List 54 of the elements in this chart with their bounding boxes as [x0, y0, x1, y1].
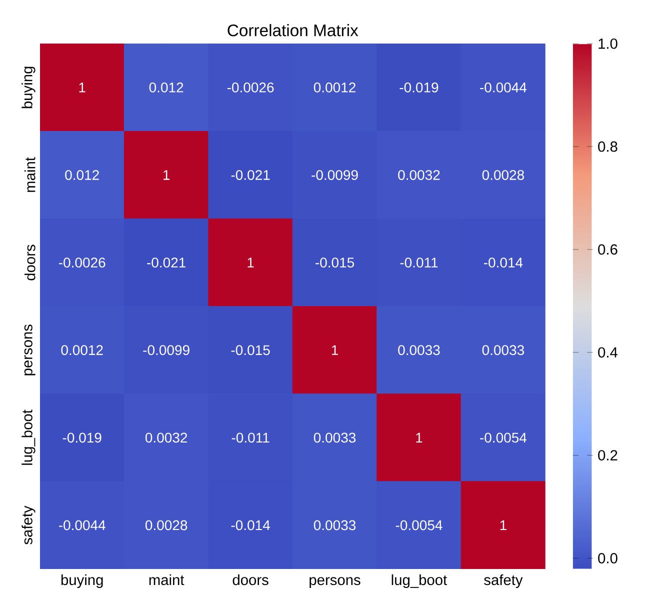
data-label: 0.012: [65, 170, 99, 180]
data-label: -0.0026: [227, 82, 274, 92]
x-tick-label: lug_boot: [392, 574, 448, 588]
data-label: 0.0028: [145, 520, 188, 530]
data-label: 0.0032: [145, 432, 188, 443]
data-label: 0.0033: [482, 345, 524, 356]
y-tick-label: persons: [24, 324, 36, 376]
color-bar-label: 0.2: [598, 450, 618, 460]
data-label: -0.0044: [59, 520, 106, 530]
data-label: -0.021: [147, 258, 186, 268]
data-label: 0.0033: [314, 520, 356, 530]
y-tick-label: buying: [22, 66, 36, 108]
data-label: -0.021: [231, 170, 270, 180]
data-label: 1: [164, 170, 170, 180]
x-tick-label: buying: [61, 574, 103, 588]
color-bar-label: 1.0: [598, 38, 618, 49]
y-tick-label: maint: [24, 157, 36, 192]
data-label: 0.0012: [61, 345, 103, 356]
data-label: -0.0026: [59, 258, 106, 268]
data-label: -0.014: [231, 520, 270, 530]
data-label: -0.015: [316, 258, 354, 268]
x-tick-label: doors: [232, 574, 268, 586]
color-bar-label: 0.0: [598, 553, 618, 564]
color-bar-label: 0.6: [598, 244, 618, 255]
data-label: 0.0033: [398, 345, 440, 356]
data-label: 1: [332, 345, 338, 355]
data-label: -0.0099: [312, 170, 358, 180]
x-tick-label: safety: [484, 574, 523, 588]
data-label: -0.0054: [480, 432, 527, 443]
data-label: -0.011: [400, 258, 438, 268]
data-label: -0.014: [484, 258, 523, 268]
color-bar-label: 0.8: [598, 141, 618, 152]
data-label: 0.0032: [398, 170, 440, 180]
data-label: -0.015: [231, 345, 270, 356]
data-label: -0.0044: [480, 82, 527, 92]
data-label: 0.0033: [314, 432, 356, 443]
data-label: -0.011: [232, 432, 270, 443]
data-label: 0.0028: [482, 170, 524, 180]
chart-title: Correlation Matrix: [228, 24, 358, 36]
data-label: -0.0099: [143, 345, 190, 356]
data-label: 0.0012: [314, 82, 356, 92]
data-label: -0.019: [400, 82, 438, 92]
data-label: 1: [500, 520, 506, 530]
data-label: -0.019: [62, 432, 102, 443]
y-tick-label: lug_boot: [22, 410, 36, 465]
data-label: 1: [416, 432, 422, 442]
data-label: -0.0054: [396, 520, 442, 530]
color-bar-label: 0.4: [598, 347, 618, 358]
data-label: 0.012: [149, 82, 184, 92]
y-tick-label: safety: [22, 506, 36, 544]
x-tick-label: maint: [149, 574, 184, 586]
x-tick-label: persons: [310, 577, 360, 588]
data-label: 1: [248, 258, 254, 268]
y-tick-label: doors: [24, 244, 36, 280]
